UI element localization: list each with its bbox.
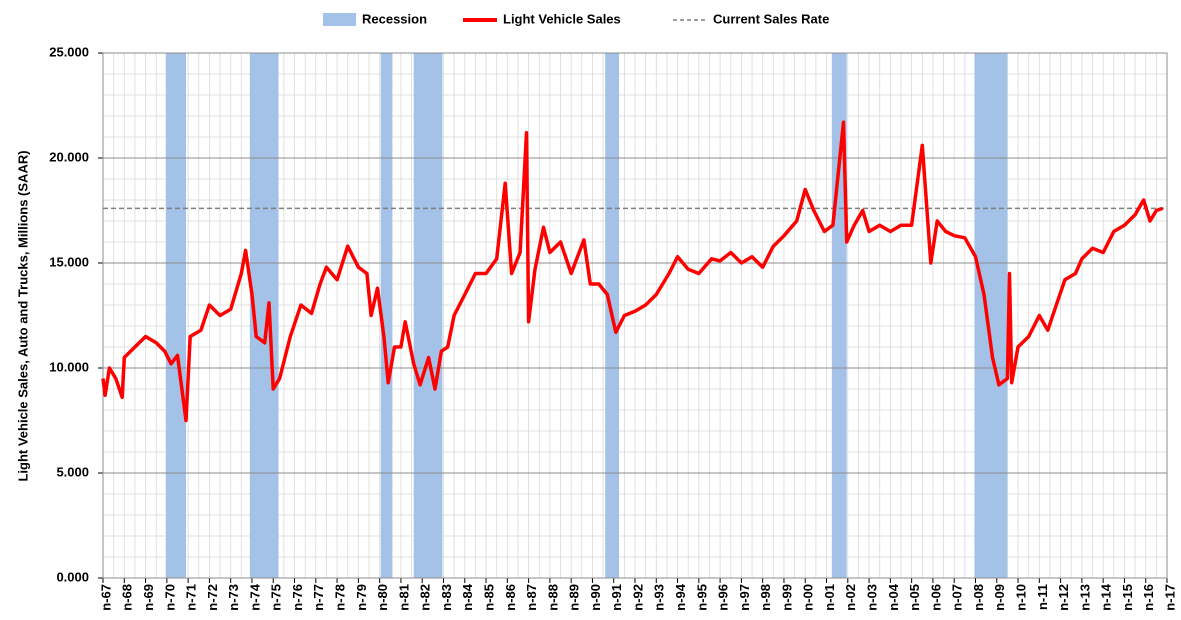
x-tick-label: n-68 — [120, 584, 135, 611]
x-tick-label: n-07 — [950, 584, 965, 611]
series-line — [101, 120, 1164, 423]
x-tick-label: n-75 — [269, 584, 284, 611]
y-axis-label: Light Vehicle Sales, Auto and Trucks, Mi… — [15, 150, 30, 481]
x-tick-label: n-82 — [418, 584, 433, 611]
x-tick-label: n-96 — [716, 584, 731, 611]
recession-band — [413, 53, 443, 578]
y-tick-label: 15.000 — [49, 254, 89, 269]
x-tick-label: n-08 — [971, 584, 986, 611]
x-tick-label: n-16 — [1141, 584, 1156, 611]
legend: Recession Light Vehicle Sales Current Sale… — [323, 11, 829, 26]
x-tick-label: n-86 — [503, 584, 518, 611]
x-tick-label: n-80 — [375, 584, 390, 611]
x-tick-label: n-72 — [205, 584, 220, 611]
x-tick-label: n-84 — [460, 583, 475, 611]
x-tick-label: n-12 — [1056, 584, 1071, 611]
x-tick-label: n-05 — [907, 584, 922, 611]
x-tick-label: n-01 — [822, 584, 837, 611]
y-tick-label: 10.000 — [49, 359, 89, 374]
x-tick-label: n-98 — [758, 584, 773, 611]
y-tick-label: 5.000 — [56, 464, 89, 479]
x-tick-label: n-77 — [311, 584, 326, 611]
x-tick-label: n-03 — [865, 584, 880, 611]
x-tick-label: n-83 — [439, 584, 454, 611]
x-tick-label: n-14 — [1099, 583, 1114, 611]
x-tick-label: n-06 — [928, 584, 943, 611]
legend-label: Light Vehicle Sales — [503, 11, 621, 26]
recession-band — [380, 53, 393, 578]
legend-swatch — [323, 13, 356, 26]
x-tick-label: n-91 — [609, 584, 624, 611]
x-tick-label: n-71 — [184, 584, 199, 611]
x-tick-label: n-04 — [886, 583, 901, 611]
x-tick-label: n-09 — [992, 584, 1007, 611]
legend-label: Current Sales Rate — [713, 11, 829, 26]
x-tick-label: n-90 — [588, 584, 603, 611]
x-tick-label: n-17 — [1162, 584, 1177, 611]
x-tick-label: n-70 — [162, 584, 177, 611]
x-tick-label: n-89 — [567, 584, 582, 611]
plot-border — [102, 52, 1168, 579]
x-tick-label: n-94 — [673, 583, 688, 611]
x-tick-label: n-87 — [524, 584, 539, 611]
x-tick-label: n-99 — [779, 584, 794, 611]
x-tick-label: n-95 — [694, 584, 709, 611]
x-tick-label: n-93 — [652, 584, 667, 611]
x-tick-label: n-76 — [290, 584, 305, 611]
x-tick-label: n-92 — [630, 584, 645, 611]
x-tick-label: n-79 — [354, 584, 369, 611]
x-tick-label: n-78 — [333, 584, 348, 611]
x-tick-label: n-81 — [396, 584, 411, 611]
x-tick-label: n-10 — [1013, 584, 1028, 611]
x-tick-label: n-73 — [226, 584, 241, 611]
legend-label: Recession — [362, 11, 427, 26]
y-tick-label: 25.000 — [49, 44, 89, 59]
x-tick-label: n-88 — [545, 584, 560, 611]
x-tick-label: n-97 — [737, 584, 752, 611]
x-tick-label: n-02 — [843, 584, 858, 611]
x-tick-label: n-00 — [801, 584, 816, 611]
x-tick-label: n-67 — [98, 584, 113, 611]
x-tick-label: n-85 — [481, 584, 496, 611]
x-tick-label: n-15 — [1120, 584, 1135, 611]
x-tick-label: n-69 — [141, 584, 156, 611]
y-tick-label: 20.000 — [49, 149, 89, 164]
recession-band — [974, 53, 1008, 578]
x-tick-label: n-13 — [1077, 584, 1092, 611]
y-tick-label: 0.000 — [56, 569, 89, 584]
x-tick-label: n-74 — [247, 583, 262, 611]
x-tick-label: n-11 — [1035, 584, 1050, 610]
recession-band — [165, 53, 186, 578]
